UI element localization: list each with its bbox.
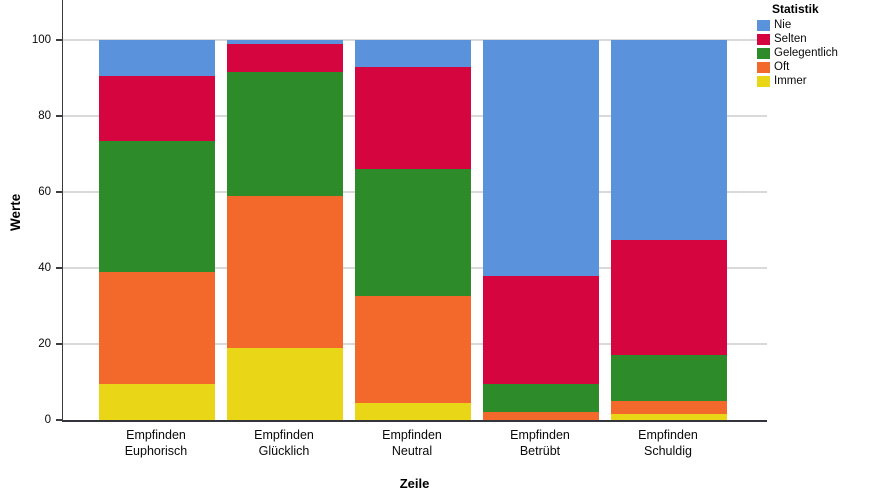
bar-segment-empfinden-neutral-gelegentlich — [355, 169, 471, 297]
bar-empfinden-schuldig — [611, 40, 727, 420]
bar-segment-empfinden-gl-cklich-immer — [227, 347, 343, 420]
legend-label-oft: Oft — [774, 60, 790, 73]
gridline-y-100 — [63, 39, 767, 41]
y-tick-100 — [56, 39, 62, 41]
y-tick-label-40: 40 — [38, 262, 51, 274]
bar-segment-empfinden-neutral-oft — [355, 296, 471, 403]
y-tick-40 — [56, 267, 62, 269]
bar-segment-empfinden-schuldig-oft — [611, 400, 727, 415]
x-category-label-empfinden-euphorisch: Empfinden Euphorisch — [124, 428, 188, 458]
bar-segment-empfinden-schuldig-selten — [611, 239, 727, 356]
bar-segment-empfinden-gl-cklich-selten — [227, 43, 343, 73]
legend-item-oft: Oft — [757, 60, 869, 74]
y-axis-title: Werte — [8, 193, 23, 232]
legend-item-selten: Selten — [757, 32, 869, 46]
legend-item-immer: Immer — [757, 74, 869, 88]
y-tick-20 — [56, 343, 62, 345]
y-tick-label-80: 80 — [38, 110, 51, 122]
bar-segment-empfinden-neutral-immer — [355, 402, 471, 420]
legend-swatch-nie — [757, 19, 770, 31]
bar-empfinden-neutral — [355, 40, 471, 420]
bar-segment-empfinden-gl-cklich-oft — [227, 195, 343, 348]
bar-empfinden-betr-bt — [483, 40, 599, 420]
bar-segment-empfinden-schuldig-nie — [611, 40, 727, 240]
x-category-label-empfinden-betr-bt: Empfinden Betrübt — [510, 428, 570, 458]
legend-item-nie: Nie — [757, 18, 869, 32]
legend-label-nie: Nie — [774, 18, 792, 31]
y-tick-label-100: 100 — [31, 34, 51, 46]
bar-segment-empfinden-betr-bt-selten — [483, 275, 599, 384]
bar-segment-empfinden-betr-bt-oft — [483, 412, 599, 420]
bar-segment-empfinden-neutral-nie — [355, 40, 471, 67]
y-tick-label-0: 0 — [44, 414, 51, 426]
legend-title: Statistik — [772, 2, 819, 16]
legend-swatch-selten — [757, 33, 770, 45]
legend: Statistik Nie Selten Gelegentlich Oft Immer — [757, 2, 869, 88]
x-category-label-empfinden-gl-cklich: Empfinden Glücklich — [254, 428, 314, 458]
bar-empfinden-gl-cklich — [227, 40, 343, 420]
legend-items: Nie Selten Gelegentlich Oft Immer — [757, 18, 869, 88]
legend-swatch-gelegentlich — [757, 47, 770, 59]
bar-segment-empfinden-euphorisch-oft — [99, 271, 215, 384]
bar-segment-empfinden-betr-bt-gelegentlich — [483, 383, 599, 413]
legend-swatch-immer — [757, 75, 770, 87]
y-tick-label-60: 60 — [38, 186, 51, 198]
bar-segment-empfinden-neutral-selten — [355, 66, 471, 170]
legend-label-immer: Immer — [774, 74, 807, 87]
y-tick-60 — [56, 191, 62, 193]
bar-segment-empfinden-gl-cklich-gelegentlich — [227, 72, 343, 196]
bar-segment-empfinden-euphorisch-gelegentlich — [99, 140, 215, 272]
bar-segment-empfinden-schuldig-immer — [611, 414, 727, 420]
x-axis-category-labels: Empfinden Euphorisch Empfinden Glücklich Emp… — [62, 428, 767, 462]
legend-label-selten: Selten — [774, 32, 807, 45]
bar-segment-empfinden-euphorisch-immer — [99, 383, 215, 420]
bar-segment-empfinden-betr-bt-nie — [483, 40, 599, 276]
bar-segment-empfinden-schuldig-gelegentlich — [611, 355, 727, 401]
y-tick-80 — [56, 115, 62, 117]
bar-empfinden-euphorisch — [99, 40, 215, 420]
bar-segment-empfinden-euphorisch-nie — [99, 40, 215, 77]
legend-label-gelegentlich: Gelegentlich — [774, 46, 838, 59]
legend-swatch-oft — [757, 61, 770, 73]
plot-area: 0 20 40 60 80 100 — [32, 0, 767, 426]
y-tick-0 — [56, 419, 62, 421]
x-category-label-empfinden-schuldig: Empfinden Schuldig — [638, 428, 698, 458]
x-category-label-empfinden-neutral: Empfinden Neutral — [382, 428, 442, 458]
bar-segment-empfinden-gl-cklich-nie — [227, 40, 343, 44]
y-tick-label-20: 20 — [38, 338, 51, 350]
legend-item-gelegentlich: Gelegentlich — [757, 46, 869, 60]
bar-segment-empfinden-euphorisch-selten — [99, 76, 215, 141]
x-axis-title: Zeile — [399, 476, 430, 491]
